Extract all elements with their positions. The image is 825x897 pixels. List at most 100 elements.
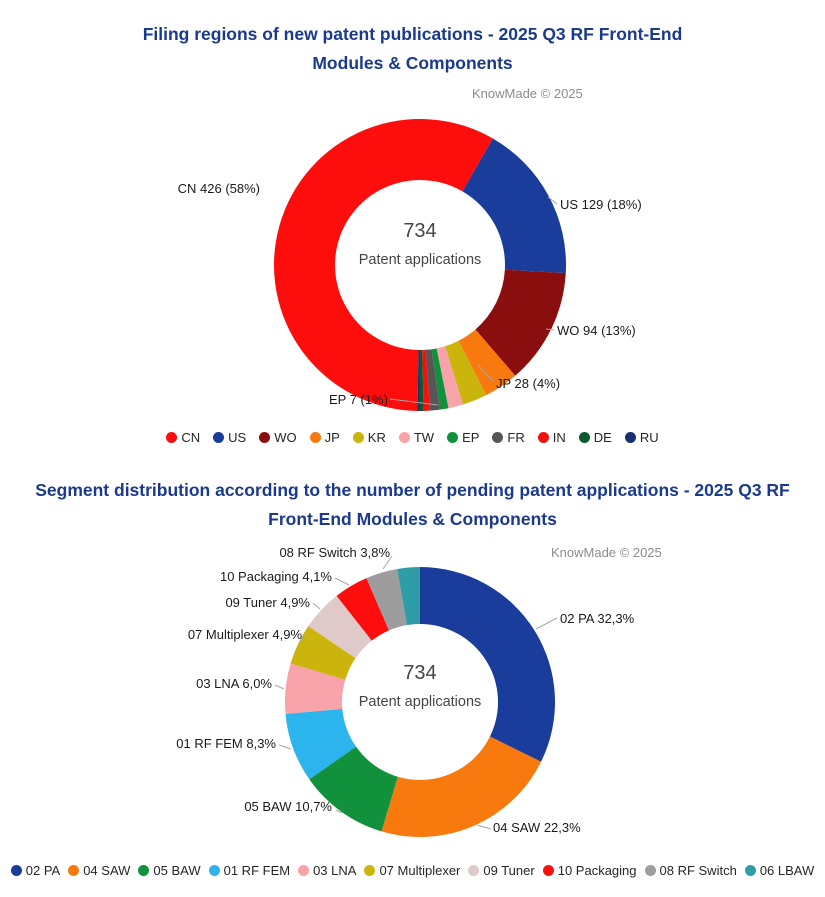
donut-segment-07-multiplexer (290, 626, 356, 680)
legend-item-04-saw: 04 SAW (68, 863, 130, 878)
legend-item-de: DE (578, 430, 612, 445)
legend-swatch-icon (644, 865, 656, 876)
legend-item-fr: FR (492, 430, 525, 445)
legend-label: JP (324, 430, 340, 445)
legend-swatch-icon (259, 432, 271, 443)
callout-wo: WO 94 (13%) (557, 323, 636, 338)
donut-segment-01-rf-fem (285, 708, 357, 780)
legend-item-02-pa: 02 PA (10, 863, 60, 878)
legend-label: CN (181, 430, 201, 445)
legend-item-us: US (213, 430, 246, 445)
donut-segment-09-tuner (308, 595, 372, 659)
legend-item-09-tuner: 09 Tuner (468, 863, 535, 878)
donut-segment-jp (458, 329, 516, 396)
legend-item-01-rf-fem: 01 RF FEM (208, 863, 291, 878)
donut-segment-02-pa (420, 567, 556, 762)
legend-item-ep: EP (447, 430, 479, 445)
legend-label: 08 RF Switch (659, 863, 737, 878)
knowmade-watermark-bottom: KnowMade © 2025 (551, 545, 662, 560)
legend-swatch-icon (208, 865, 220, 876)
filing-regions-legend: CN US WO JP KR TW EP FR IN DE RU (0, 430, 825, 445)
callout-us: US 129 (18%) (560, 197, 642, 212)
legend-swatch-icon (166, 432, 178, 443)
legend-label: 06 LBAW (759, 863, 815, 878)
legend-swatch-icon (298, 865, 310, 876)
legend-swatch-icon (138, 865, 150, 876)
filing-regions-center-text: 734 Patent applications (320, 220, 520, 268)
legend-label: EP (462, 430, 480, 445)
legend-item-08-rf-switch: 08 RF Switch (644, 863, 737, 878)
total-patent-count: 734 (403, 220, 437, 242)
legend-swatch-icon (398, 432, 410, 443)
legend-label: IN (552, 430, 566, 445)
legend-swatch-icon (68, 865, 80, 876)
donut-segment-in (422, 349, 430, 411)
callout-01-rf-fem: 01 RF FEM 8,3% (176, 736, 276, 751)
legend-swatch-icon (578, 432, 590, 443)
legend-swatch-icon (352, 432, 364, 443)
legend-swatch-icon (213, 432, 225, 443)
legend-swatch-icon (492, 432, 504, 443)
legend-swatch-icon (468, 865, 480, 876)
donut-segment-05-baw (309, 746, 398, 832)
donut-segment-tw (436, 346, 464, 409)
segment-distribution-title: Segment distribution according to the nu… (35, 480, 790, 529)
legend-label: FR (507, 430, 525, 445)
legend-item-10-packaging: 10 Packaging (542, 863, 637, 878)
legend-item-07-multiplexer: 07 Multiplexer (364, 863, 460, 878)
legend-swatch-icon (624, 432, 636, 443)
legend-item-cn: CN (166, 430, 200, 445)
callout-03-lna: 03 LNA 6,0% (196, 676, 272, 691)
donut-segment-cn (274, 119, 493, 411)
legend-label: TW (413, 430, 435, 445)
donut-segment-us (462, 138, 566, 274)
legend-swatch-icon (309, 432, 321, 443)
total-patent-caption: Patent applications (358, 694, 482, 710)
legend-label: KR (367, 430, 386, 445)
legend-swatch-icon (537, 432, 549, 443)
donut-segment-04-saw (381, 736, 542, 838)
knowmade-watermark-top: KnowMade © 2025 (472, 86, 583, 101)
legend-item-kr: KR (352, 430, 386, 445)
legend-item-tw: TW (398, 430, 435, 445)
total-patent-count: 734 (403, 662, 437, 684)
legend-label: 03 LNA (313, 863, 357, 878)
donut-segment-fr (425, 349, 440, 411)
donut-segment-10-packaging (336, 578, 390, 641)
callout-05-baw: 05 BAW 10,7% (244, 799, 332, 814)
legend-item-wo: WO (259, 430, 297, 445)
donut-segment-03-lna (284, 663, 346, 714)
legend-swatch-icon (364, 865, 376, 876)
filing-regions-title: Filing regions of new patent publication… (142, 24, 683, 73)
legend-label: 07 Multiplexer (379, 863, 461, 878)
donut-segment-kr (445, 340, 487, 405)
legend-swatch-icon (447, 432, 459, 443)
legend-label: WO (274, 430, 297, 445)
callout-07-multiplexer: 07 Multiplexer 4,9% (187, 627, 302, 642)
callout-10-packaging: 10 Packaging 4,1% (219, 569, 332, 584)
total-patent-caption: Patent applications (358, 252, 482, 268)
legend-item-03-lna: 03 LNA (298, 863, 356, 878)
legend-label: DE (593, 430, 612, 445)
donut-segment-06-lbaw (397, 567, 420, 626)
legend-label: 09 Tuner (483, 863, 535, 878)
filing-regions-donut-chart (274, 119, 566, 411)
segment-distribution-center-text: 734 Patent applications (320, 662, 520, 710)
legend-swatch-icon (10, 865, 22, 876)
callout-08-rf-switch: 08 RF Switch 3,8% (279, 545, 390, 560)
segment-distribution-legend: 02 PA 04 SAW 05 BAW 01 RF FEM 03 LNA 07 Multi… (0, 863, 825, 878)
legend-item-in: IN (537, 430, 566, 445)
legend-item-ru: RU (624, 430, 659, 445)
legend-label: 01 RF FEM (223, 863, 291, 878)
donut-segment-08-rf-switch (366, 568, 407, 631)
legend-swatch-icon (542, 865, 554, 876)
legend-label: 10 Packaging (557, 863, 637, 878)
legend-label: 04 SAW (83, 863, 131, 878)
legend-item-jp: JP (309, 430, 340, 445)
segment-distribution-donut-chart (284, 567, 556, 838)
donut-segment-ru (417, 349, 420, 411)
donut-segment-de (419, 349, 424, 411)
legend-label: 05 BAW (153, 863, 201, 878)
legend-swatch-icon (744, 865, 756, 876)
